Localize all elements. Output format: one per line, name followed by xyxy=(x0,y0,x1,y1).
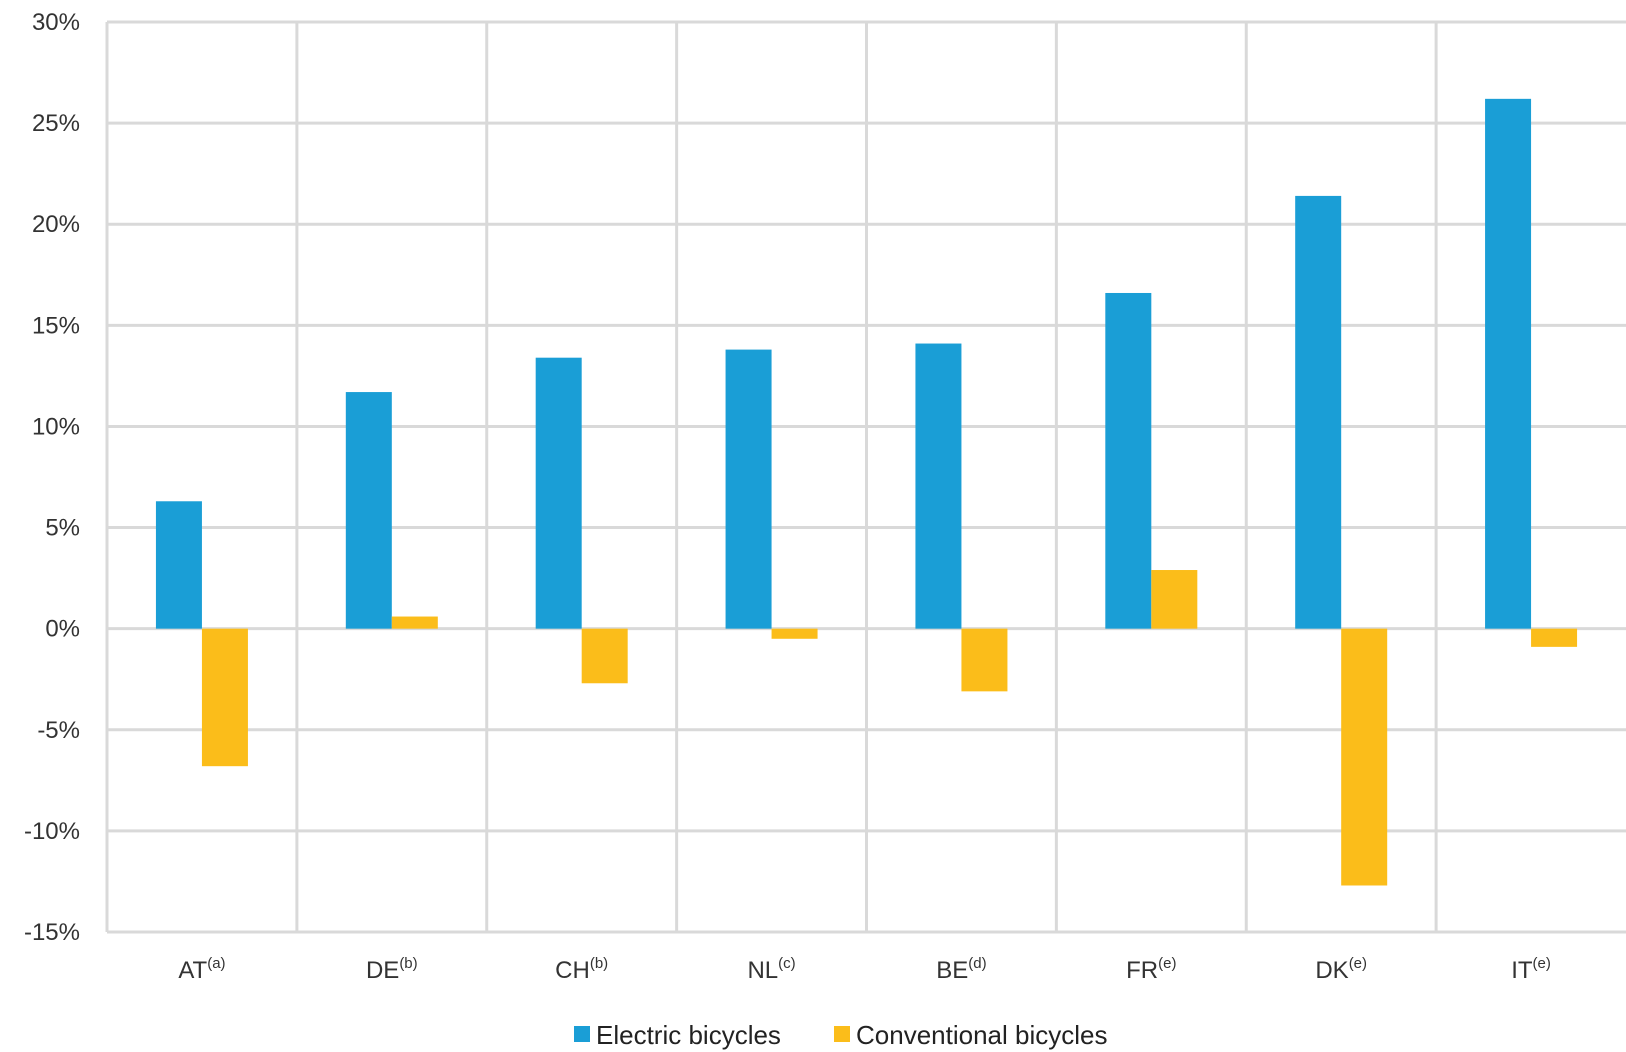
bar-conventional-fr xyxy=(1151,570,1198,629)
bar-conventional-de xyxy=(391,616,438,629)
y-axis: 30% 25% 20% 15% 10% 5% 0% -5% -10% -15% xyxy=(24,9,80,946)
y-tick-label: 0% xyxy=(45,616,80,643)
bar-conventional-dk xyxy=(1341,628,1388,886)
x-tick-label: FR(e) xyxy=(1126,955,1176,984)
y-tick-label: 30% xyxy=(32,9,80,36)
bar-conventional-be xyxy=(961,628,1008,692)
bar-conventional-nl xyxy=(771,628,818,639)
y-tick-label: 10% xyxy=(32,413,80,440)
legend-swatch xyxy=(834,1026,850,1042)
y-tick-label: 20% xyxy=(32,211,80,238)
x-tick-label: NL(c) xyxy=(747,955,795,984)
x-tick-label: IT(e) xyxy=(1511,955,1551,984)
x-tick-label: CH(b) xyxy=(555,955,608,984)
bar-electric-nl xyxy=(725,349,772,629)
y-tick-label: 5% xyxy=(45,515,80,542)
bar-electric-at xyxy=(155,501,202,629)
bar-electric-fr xyxy=(1105,292,1152,629)
bar-conventional-it xyxy=(1531,628,1578,647)
x-tick-label: BE(d) xyxy=(936,955,986,984)
y-tick-label: 25% xyxy=(32,110,80,137)
grid xyxy=(105,20,1626,934)
x-tick-label: DK(e) xyxy=(1315,955,1367,984)
bar-electric-be xyxy=(915,343,962,629)
x-tick-label: AT(a) xyxy=(178,955,225,984)
legend-label: Electric bicycles xyxy=(596,1020,781,1050)
legend-label: Conventional bicycles xyxy=(856,1020,1107,1050)
bar-electric-dk xyxy=(1295,195,1342,629)
bar-conventional-ch xyxy=(581,628,628,684)
y-tick-label: 15% xyxy=(32,312,80,339)
bar-electric-it xyxy=(1485,98,1532,629)
y-tick-label: -10% xyxy=(24,818,80,845)
legend-swatch xyxy=(574,1026,590,1042)
x-axis: AT(a) DE(b) CH(b) NL(c) BE(d) FR(e) DK(e) IT(e) xyxy=(178,955,1551,984)
bars xyxy=(155,98,1578,886)
bar-electric-de xyxy=(345,392,392,629)
x-tick-label: DE(b) xyxy=(366,955,418,984)
bar-electric-ch xyxy=(535,357,582,629)
legend: Electric bicycles Conventional bicycles xyxy=(574,1020,1107,1050)
bar-conventional-at xyxy=(201,628,248,767)
y-tick-label: -5% xyxy=(37,717,80,744)
y-tick-label: -15% xyxy=(24,919,80,946)
